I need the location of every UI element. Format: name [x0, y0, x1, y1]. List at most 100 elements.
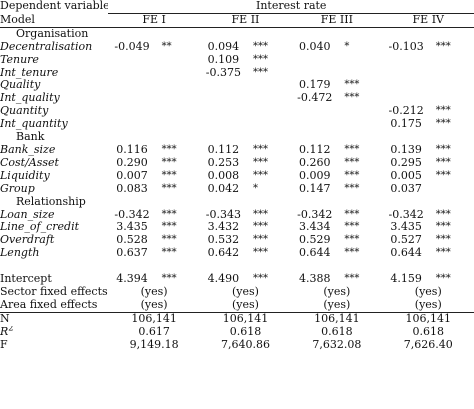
- coefficient-value: [200, 92, 247, 105]
- significance-stars: ***: [252, 247, 268, 259]
- column-header: FE IV: [382, 13, 474, 28]
- significance-stars: [338, 67, 382, 80]
- coefficient-value: -0.103: [388, 40, 424, 53]
- significance-stars: ***: [161, 273, 177, 285]
- significance-stars: ***: [252, 221, 268, 233]
- significance-stars: ***: [344, 79, 360, 91]
- coefficient-value: 0.290: [116, 156, 148, 169]
- fixed-effects-value: (yes): [199, 298, 292, 313]
- coefficient-value: 0.005: [390, 169, 422, 182]
- coefficient-value: 0.008: [207, 169, 240, 182]
- coefficient-value: 0.094: [207, 40, 240, 53]
- significance-stars: [430, 67, 474, 80]
- significance-stars: ***: [344, 234, 360, 246]
- coefficient-value: 0.112: [207, 143, 240, 156]
- significance-stars: *: [344, 40, 350, 52]
- coefficient-value: [108, 105, 155, 118]
- intercept-label: Intercept: [0, 273, 52, 286]
- spacer-row: [0, 260, 474, 273]
- stat-value: 0.618: [412, 325, 445, 338]
- coefficient-value: 0.139: [390, 143, 422, 156]
- coefficient-value: 3.435: [390, 221, 422, 234]
- fixed-effects-label: Area fixed effects: [0, 298, 109, 313]
- significance-stars: [430, 79, 474, 92]
- table-row: Int_quality -0.472 ***: [0, 92, 474, 105]
- section-header-row: Organisation: [0, 27, 474, 40]
- variable-label: Group: [0, 182, 35, 195]
- coefficient-value: -0.342: [388, 208, 424, 221]
- significance-stars: ***: [344, 182, 360, 194]
- coefficient-value: 3.434: [299, 221, 331, 234]
- coefficient-value: 0.644: [390, 247, 422, 260]
- significance-stars: ***: [435, 105, 451, 117]
- coefficient-value: [200, 118, 247, 131]
- regression-table: Dependent variable Interest rate Model F…: [0, 0, 474, 351]
- stat-label: F: [0, 338, 8, 351]
- spacer-cell: [108, 27, 474, 40]
- significance-stars: ***: [161, 169, 177, 181]
- significance-stars: ***: [252, 208, 268, 220]
- coefficient-value: [383, 54, 430, 67]
- coefficient-value: 0.644: [299, 247, 331, 260]
- significance-stars: [247, 92, 291, 105]
- table-row: Tenure 0.109 ***: [0, 54, 474, 67]
- significance-stars: ***: [435, 208, 451, 220]
- variable-label: Line_of_credit: [0, 221, 80, 234]
- significance-stars: ***: [435, 156, 451, 168]
- significance-stars: ***: [252, 156, 268, 168]
- significance-stars: ***: [435, 221, 451, 233]
- coefficient-value: 0.260: [299, 156, 331, 169]
- model-label: Model: [0, 13, 109, 28]
- coefficient-value: -0.342: [297, 208, 333, 221]
- stat-value: 9,149.18: [129, 338, 179, 351]
- significance-stars: ***: [252, 53, 268, 65]
- coefficient-value: [383, 92, 430, 105]
- coefficient-value: 0.295: [390, 156, 422, 169]
- stats-row: R2 0.617 0.618 0.618 0.618: [0, 326, 474, 339]
- table-row: Quantity -0.212 ***: [0, 105, 474, 118]
- significance-stars: ***: [161, 208, 177, 220]
- table-row: Overdraft 0.528 *** 0.532 *** 0.529 *** 0.527 **…: [0, 234, 474, 247]
- significance-stars: [156, 118, 200, 131]
- stat-label-main: R: [0, 325, 9, 338]
- fixed-effects-value: (yes): [414, 285, 442, 298]
- variable-label: Bank_size: [0, 143, 56, 156]
- coefficient-value: [108, 79, 155, 92]
- table-row: Length 0.637 *** 0.642 *** 0.644 *** 0.644 ***: [0, 247, 474, 260]
- variable-label: Tenure: [0, 53, 39, 66]
- stats-row: N 106,141 106,141 106,141 106,141: [0, 312, 474, 325]
- column-header: FE I: [108, 13, 200, 28]
- coefficient-value: 4.159: [390, 273, 422, 286]
- table-row: Decentralisation -0.049 ** 0.094 *** 0.040 * -0…: [0, 41, 474, 54]
- significance-stars: ***: [161, 143, 177, 155]
- coefficient-value: 0.527: [390, 234, 422, 247]
- coefficient-value: 0.083: [116, 182, 148, 195]
- significance-stars: [430, 54, 474, 67]
- significance-stars: [156, 54, 200, 67]
- coefficient-value: [108, 54, 155, 67]
- coefficient-value: 0.037: [390, 182, 422, 195]
- significance-stars: ***: [344, 208, 360, 220]
- coefficient-value: -0.343: [205, 208, 241, 221]
- table-row: Bank_size 0.116 *** 0.112 *** 0.112 *** 0.139 **…: [0, 144, 474, 157]
- stat-label: R2: [0, 326, 108, 339]
- coefficient-value: 0.175: [390, 118, 422, 131]
- table-row: Int_quantity 0.175 ***: [0, 118, 474, 131]
- coefficient-value: -0.212: [388, 105, 424, 118]
- coefficient-value: [108, 92, 155, 105]
- significance-stars: ***: [435, 234, 451, 246]
- spacer-cell: [108, 196, 474, 209]
- variable-label: Int_quantity: [0, 118, 68, 131]
- section-header-row: Relationship: [0, 196, 474, 209]
- significance-stars: ***: [252, 143, 268, 155]
- stat-value: 106,141: [222, 312, 269, 325]
- significance-stars: [156, 79, 200, 92]
- coefficient-value: 0.112: [299, 143, 331, 156]
- section-title: Relationship: [16, 195, 86, 208]
- coefficient-value: 0.532: [207, 234, 240, 247]
- stat-value: 7,640.86: [220, 338, 270, 351]
- variable-label: Quantity: [0, 105, 49, 118]
- significance-stars: ***: [161, 156, 177, 168]
- significance-stars: ***: [435, 143, 451, 155]
- coefficient-value: [291, 105, 338, 118]
